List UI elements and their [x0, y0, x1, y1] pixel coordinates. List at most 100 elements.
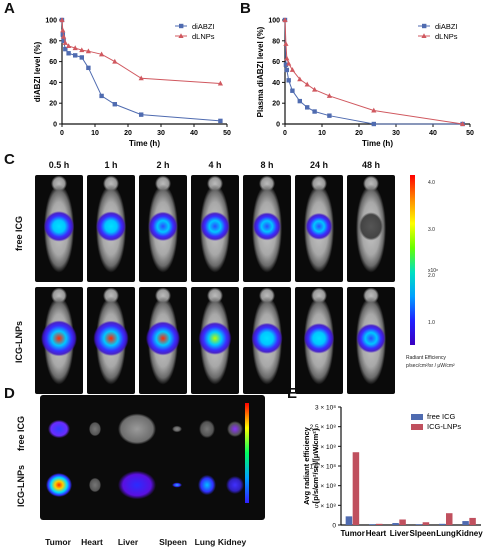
organ-image-lung: [192, 407, 222, 451]
legend-label: free ICG: [427, 412, 456, 421]
data-point-diABZI: [60, 32, 66, 37]
organ-image-heart: [80, 463, 110, 507]
mouse-image: [347, 175, 395, 282]
bar-ICG-LNPs-Lung: [446, 513, 453, 525]
bar-ICG-LNPs-Heart: [376, 523, 383, 525]
organ-row-label: ICG-LNPs: [16, 464, 26, 507]
data-point-diABZI: [371, 121, 376, 127]
data-point-dLNPs: [283, 41, 289, 46]
mouse-image: [295, 287, 343, 394]
colorbar-tick-label: 3.0: [428, 226, 435, 233]
y-tick-label: 0: [276, 122, 280, 129]
data-point-diABZI: [66, 51, 71, 56]
chart-a-pharmacokinetics: 0 20 40 60 80 100 0 10 20 30 40 50 Time (h) diABZI le…: [33, 17, 231, 148]
data-point-dLNPs: [61, 33, 67, 39]
data-point-dLNPs: [99, 51, 105, 57]
mouse-image: [35, 175, 83, 282]
data-point-dLNPs: [286, 60, 292, 66]
x-tick-label: 10: [318, 130, 326, 137]
organ-image-heart: [80, 407, 110, 451]
y-tick-label: 60: [272, 59, 280, 66]
bar-ICG-LNPs-Kidney: [469, 517, 476, 525]
organ-colorbar: [245, 403, 249, 503]
data-point-diABZI: [283, 62, 289, 67]
bar-ICG-LNPs-Liver: [399, 519, 406, 525]
panel-letter-a: A: [4, 0, 15, 17]
data-point-dLNPs: [217, 80, 223, 86]
data-point-dLNPs: [282, 17, 288, 22]
legend-marker: [179, 23, 184, 29]
colorbar: [410, 175, 415, 345]
colorbar-scale-label: x10⁸: [428, 268, 439, 274]
organ-image-tumor: [44, 407, 74, 451]
imaging-row-label: free ICG: [14, 215, 24, 251]
x-tick-label: 10: [91, 130, 99, 137]
time-point-label: 24 h: [309, 160, 328, 170]
time-point-label: 0.5 h: [48, 160, 70, 170]
panel-letter-e: E: [287, 385, 298, 402]
data-point-diABZI: [312, 109, 317, 114]
data-point-dLNPs: [62, 40, 68, 45]
x-tick-label: 50: [466, 130, 474, 137]
legend-label: dLNPs: [435, 32, 458, 41]
data-point-diABZI: [290, 88, 295, 93]
x-tick-label: 0: [60, 130, 64, 137]
data-point-dLNPs: [85, 48, 91, 54]
data-point-diABZI: [305, 105, 310, 110]
data-point-diABZI: [99, 93, 104, 99]
bar-free ICG-Kidney: [462, 521, 469, 525]
x-tick-label: Slpeen: [410, 529, 436, 538]
y-axis-title-line1: Avg radiant efficiency: [302, 426, 311, 504]
legend-swatch: [411, 414, 423, 420]
y-tick-label: 40: [272, 80, 280, 87]
legend-label: diABZI: [435, 22, 458, 31]
x-tick-label: 50: [223, 130, 231, 137]
data-point-diABZI: [327, 113, 332, 118]
y-tick-label: 1.5 × 10⁸: [310, 464, 337, 471]
data-point-dLNPs: [138, 75, 144, 81]
y-axis-title-line2: [p/s/cm²/sr]/[μW/cm²]: [311, 428, 320, 503]
x-tick-label: Kidney: [456, 529, 483, 538]
data-point-diABZI: [79, 55, 84, 60]
organ-image-lung: [192, 463, 222, 507]
ex-vivo-organ-panel: free ICG ICG-LNPs Tumor Heart Liver Slpeen Lun…: [0, 395, 285, 550]
legend-label: diABZI: [192, 22, 215, 31]
organ-image-slpeen: [162, 463, 192, 507]
x-tick-label: 30: [392, 130, 400, 137]
time-point-label: 2 h: [156, 160, 170, 170]
chart-b-plasma-level: 0 20 40 60 80 100 0 10 20 30 40 50 Time (h) Plasma di…: [256, 17, 474, 148]
time-point-label: 4 h: [208, 160, 222, 170]
legend-marker: [178, 33, 184, 38]
bar-free ICG-Liver: [392, 523, 399, 525]
data-point-diABZI: [286, 78, 291, 83]
data-point-dLNPs: [60, 27, 66, 33]
data-point-diABZI: [63, 46, 68, 52]
x-tick-label: Lung: [436, 529, 456, 538]
data-point-diABZI: [139, 112, 144, 117]
time-point-label: 48 h: [361, 160, 380, 170]
data-point-diABZI: [284, 67, 290, 73]
bar-ICG-LNPs-Tumor: [352, 452, 360, 525]
y-tick-label: 20: [272, 101, 280, 108]
legend-swatch: [411, 424, 423, 430]
y-tick-label: 2 × 10⁸: [315, 444, 336, 451]
data-point-diABZI: [73, 53, 78, 58]
chart-e-organ-bar: 0 5 × 10⁸ 1 × 10⁸ 1.5 × 10⁸ 2 × 10⁸ 2.5 × 10⁸…: [302, 405, 483, 539]
colorbar-title: Radiant Efficiency: [406, 355, 446, 361]
data-point-dLNPs: [66, 43, 72, 48]
data-point-dLNPs: [326, 93, 332, 98]
organ-image-tumor: [44, 463, 74, 507]
data-point-dLNPs: [284, 55, 290, 61]
mouse-image: [191, 175, 239, 282]
y-tick-label: 0: [332, 523, 336, 530]
mouse-image: [243, 175, 291, 282]
bar-free ICG-Tumor: [345, 516, 353, 525]
organ-label: Lung: [194, 537, 216, 547]
data-point-diABZI: [112, 102, 117, 107]
x-tick-label: 40: [429, 130, 437, 137]
organ-image-liver: [112, 407, 162, 451]
organ-label: Slpeen: [159, 537, 187, 547]
x-tick-label: Heart: [366, 529, 387, 538]
organ-label: Heart: [81, 537, 103, 547]
mouse-image: [87, 287, 135, 394]
